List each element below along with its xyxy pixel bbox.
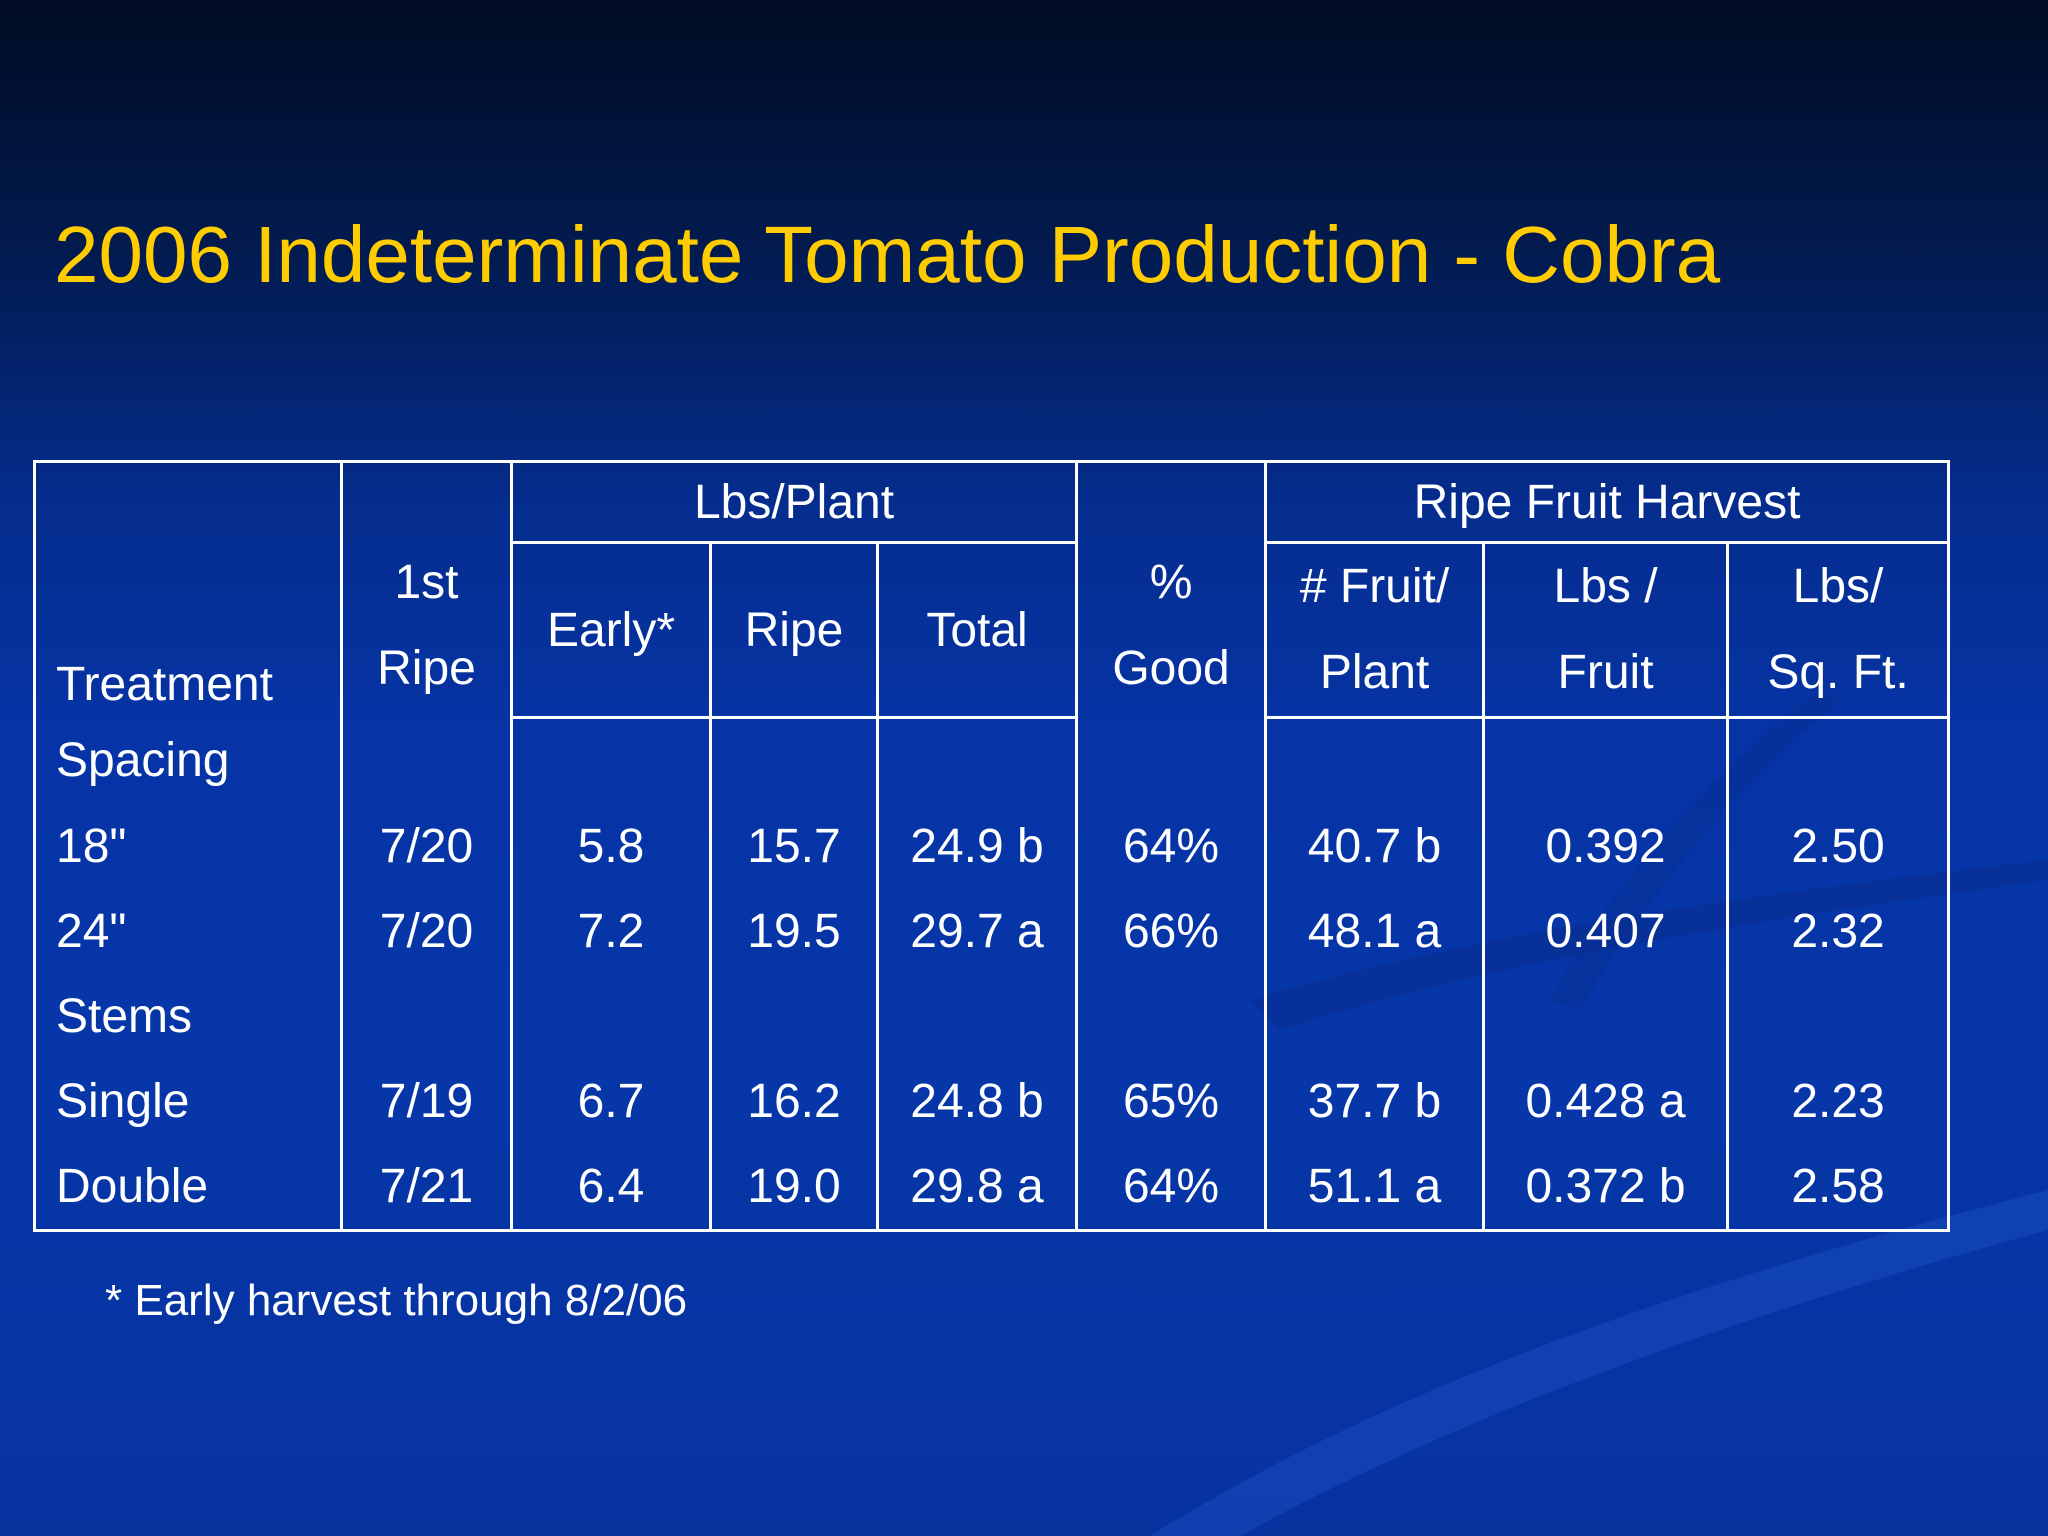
header-fruit-per-plant: # Fruit/ Plant (1264, 542, 1486, 719)
cell-early: 6.7 (510, 1059, 712, 1144)
table-row: Single 7/19 6.7 16.2 24.8 b 65% 37.7 b 0… (33, 1059, 1951, 1144)
cell-first-ripe: 7/19 (340, 1059, 513, 1144)
section-row-stems: Stems (33, 974, 1951, 1059)
header-treatment: Treatment (33, 460, 343, 718)
header-lbs-per-fruit-line2: Fruit (1557, 646, 1654, 699)
cell-early: 6.4 (510, 1144, 712, 1232)
cell-total: 24.8 b (875, 1059, 1079, 1144)
cell-fruit-per-plant: 37.7 b (1264, 1059, 1486, 1144)
cell-ripe: 19.0 (709, 1144, 879, 1232)
cell-lbs-per-sqft: 2.32 (1726, 889, 1951, 974)
cell-first-ripe: 7/21 (340, 1144, 513, 1232)
section-label: Spacing (33, 717, 343, 804)
header-first-ripe-line2: Ripe (377, 641, 476, 695)
header-lbs-per-fruit-line1: Lbs / (1553, 560, 1658, 613)
cell-treatment: 18" (33, 804, 343, 889)
cell-percent-good: 64% (1075, 1144, 1268, 1232)
cell-percent-good: 65% (1075, 1059, 1268, 1144)
cell-first-ripe: 7/20 (340, 889, 513, 974)
header-fruit-per-plant-line1: # Fruit/ (1299, 560, 1450, 613)
table-row: 24" 7/20 7.2 19.5 29.7 a 66% 48.1 a 0.40… (33, 889, 1951, 974)
cell-total: 29.7 a (875, 889, 1079, 974)
cell-lbs-per-sqft: 2.50 (1726, 804, 1951, 889)
cell-ripe: 15.7 (709, 804, 879, 889)
footnote: * Early harvest through 8/2/06 (105, 1276, 688, 1325)
header-first-ripe-line1: 1st (394, 555, 459, 609)
header-percent-good: % Good (1075, 460, 1268, 718)
results-table: Treatment 1st Ripe Lbs/Plant % Good Ripe… (33, 460, 1951, 1232)
cell-fruit-per-plant: 40.7 b (1264, 804, 1486, 889)
header-percent-good-line2: Good (1112, 641, 1230, 695)
header-lbs-per-fruit: Lbs / Fruit (1482, 542, 1730, 719)
header-lbs-per-sqft: Lbs/ Sq. Ft. (1726, 542, 1951, 719)
cell-percent-good: 66% (1075, 889, 1268, 974)
section-row-spacing: Spacing (33, 717, 1951, 804)
cell-total: 29.8 a (875, 1144, 1079, 1232)
header-lbs-per-sqft-line1: Lbs/ (1792, 560, 1884, 613)
header-percent-good-line1: % (1149, 555, 1193, 609)
cell-lbs-per-sqft: 2.23 (1726, 1059, 1951, 1144)
section-label: Stems (33, 974, 343, 1059)
cell-treatment: Double (33, 1144, 343, 1232)
cell-fruit-per-plant: 48.1 a (1264, 889, 1486, 974)
cell-percent-good: 64% (1075, 804, 1268, 889)
header-total: Total (875, 542, 1079, 719)
header-lbs-per-sqft-line2: Sq. Ft. (1767, 646, 1909, 699)
cell-early: 7.2 (510, 889, 712, 974)
cell-treatment: Single (33, 1059, 343, 1144)
cell-treatment: 24" (33, 889, 343, 974)
header-early: Early* (510, 542, 712, 719)
cell-lbs-per-fruit: 0.428 a (1482, 1059, 1730, 1144)
cell-early: 5.8 (510, 804, 712, 889)
cell-total: 24.9 b (875, 804, 1079, 889)
cell-lbs-per-sqft: 2.58 (1726, 1144, 1951, 1232)
cell-lbs-per-fruit: 0.407 (1482, 889, 1730, 974)
table-row: Double 7/21 6.4 19.0 29.8 a 64% 51.1 a 0… (33, 1144, 1951, 1232)
header-ripe-fruit-harvest-group: Ripe Fruit Harvest (1264, 460, 1951, 544)
header-lbs-plant-group: Lbs/Plant (509, 460, 1079, 544)
header-ripe: Ripe (709, 542, 879, 719)
header-first-ripe: 1st Ripe (340, 460, 513, 718)
cell-ripe: 16.2 (709, 1059, 879, 1144)
header-fruit-per-plant-line2: Plant (1319, 646, 1430, 699)
slide-title: 2006 Indeterminate Tomato Production - C… (54, 210, 1721, 299)
cell-lbs-per-fruit: 0.372 b (1482, 1144, 1730, 1232)
cell-ripe: 19.5 (709, 889, 879, 974)
cell-first-ripe: 7/20 (340, 804, 513, 889)
cell-lbs-per-fruit: 0.392 (1482, 804, 1730, 889)
cell-fruit-per-plant: 51.1 a (1264, 1144, 1486, 1232)
table-row: 18" 7/20 5.8 15.7 24.9 b 64% 40.7 b 0.39… (33, 804, 1951, 889)
